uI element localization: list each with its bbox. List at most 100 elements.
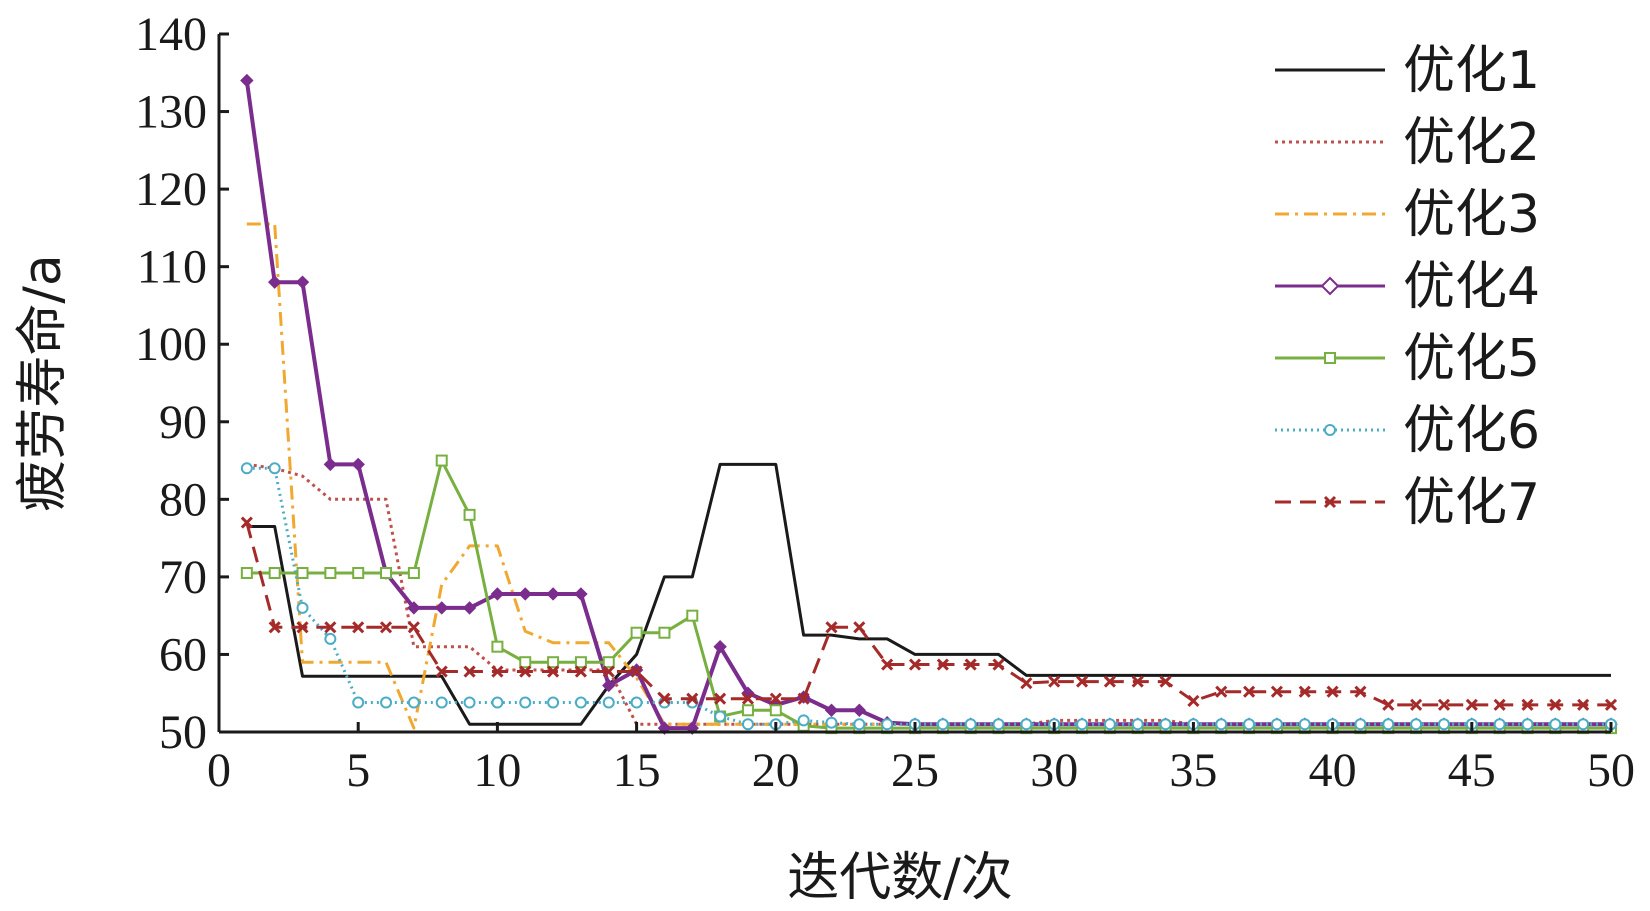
legend-label: 优化7 (1403, 473, 1540, 533)
data-point (936, 658, 949, 671)
series-7 (240, 516, 1618, 711)
data-point (1604, 698, 1618, 711)
data-point (463, 696, 476, 709)
data-point (324, 621, 337, 634)
data-point (1159, 718, 1172, 731)
data-point (1577, 718, 1590, 731)
data-point (992, 658, 1005, 671)
data-point (268, 621, 281, 634)
data-point (769, 692, 782, 705)
data-point (1103, 675, 1116, 688)
data-point (1048, 675, 1061, 688)
data-point (407, 567, 420, 580)
data-point (1326, 685, 1339, 698)
x-tick-label: 45 (1448, 744, 1496, 797)
data-point (324, 632, 337, 645)
legend-label: 优化2 (1403, 113, 1540, 173)
data-point (518, 587, 532, 601)
x-tick-label: 40 (1309, 744, 1357, 797)
data-point (908, 658, 922, 671)
x-tick-label: 10 (473, 744, 521, 797)
legend-label: 优化6 (1403, 401, 1540, 461)
data-point (268, 567, 281, 580)
data-point (1382, 698, 1395, 711)
data-point (1465, 698, 1478, 711)
series-1 (246, 462, 1611, 726)
data-point (240, 567, 253, 580)
data-point (519, 665, 532, 678)
data-point (407, 601, 421, 615)
data-point (658, 692, 671, 705)
data-point (463, 508, 476, 521)
ticks: 0 5 10 15 20 25 30 35 40 45 50 50 60 70 80 90 100 110 120 1… (135, 8, 1635, 797)
data-point (323, 457, 338, 472)
x-tick-label: 30 (1030, 744, 1078, 797)
x-tick-label: 15 (613, 744, 661, 797)
data-point (491, 665, 504, 678)
data-point (267, 275, 282, 289)
data-point (1187, 694, 1200, 708)
x-tick-label: 35 (1169, 744, 1217, 797)
data-point (352, 567, 365, 580)
data-point (1103, 718, 1116, 731)
data-point (352, 621, 365, 634)
data-point (463, 665, 476, 678)
data-point (797, 692, 810, 705)
data-point (1131, 718, 1144, 731)
data-point (1075, 675, 1089, 688)
data-point (1410, 718, 1423, 731)
legend-item-3: 优化3 (1275, 185, 1540, 245)
data-point (1270, 685, 1283, 698)
y-tick-label: 50 (159, 706, 207, 759)
data-point (380, 567, 393, 580)
data-point (435, 454, 448, 467)
data-point (714, 692, 727, 705)
data-point (491, 640, 504, 653)
x-tick-label: 50 (1587, 744, 1635, 797)
data-point (1020, 718, 1033, 731)
data-point (296, 601, 309, 614)
data-point (1215, 685, 1228, 698)
data-point (351, 457, 365, 472)
data-point (714, 710, 727, 723)
data-point (1215, 718, 1228, 731)
y-tick-label: 60 (159, 628, 207, 681)
data-point (295, 275, 310, 289)
data-point (741, 704, 754, 717)
data-point (296, 567, 309, 580)
data-point (268, 462, 281, 475)
data-point (1493, 718, 1506, 731)
data-point (741, 718, 754, 731)
data-point (825, 716, 838, 729)
data-point (379, 621, 393, 634)
data-point (1131, 675, 1144, 688)
legend-item-2: 优化2 (1275, 113, 1540, 173)
y-axis-title: 疲劳寿命/a (13, 254, 73, 511)
data-point (630, 626, 643, 639)
data-point (1437, 718, 1450, 731)
legend-item-6: 优化6 (1275, 401, 1540, 461)
data-point (240, 516, 253, 529)
data-point (1243, 685, 1256, 698)
legend-label: 优化3 (1403, 185, 1540, 245)
data-point (881, 718, 894, 731)
data-point (797, 714, 810, 727)
data-point (240, 73, 254, 88)
y-tick-label: 70 (159, 551, 207, 604)
data-point (1549, 718, 1562, 731)
legend: 优化1 优化2 优化3 优化4 优化5 优化6 优化7 (1275, 41, 1540, 533)
legend-item-7: 优化7 (1275, 473, 1540, 533)
data-point (1270, 718, 1283, 731)
data-point (491, 696, 504, 709)
data-point (547, 656, 560, 669)
series-line-1 (246, 462, 1611, 726)
data-point (852, 703, 867, 717)
data-point (435, 601, 449, 615)
data-point (1410, 698, 1423, 711)
data-point (324, 567, 337, 580)
data-point (1493, 698, 1506, 711)
legend-label: 优化5 (1403, 329, 1540, 389)
x-tick-label: 5 (346, 744, 370, 797)
data-point (240, 462, 253, 475)
y-tick-label: 120 (135, 163, 207, 216)
